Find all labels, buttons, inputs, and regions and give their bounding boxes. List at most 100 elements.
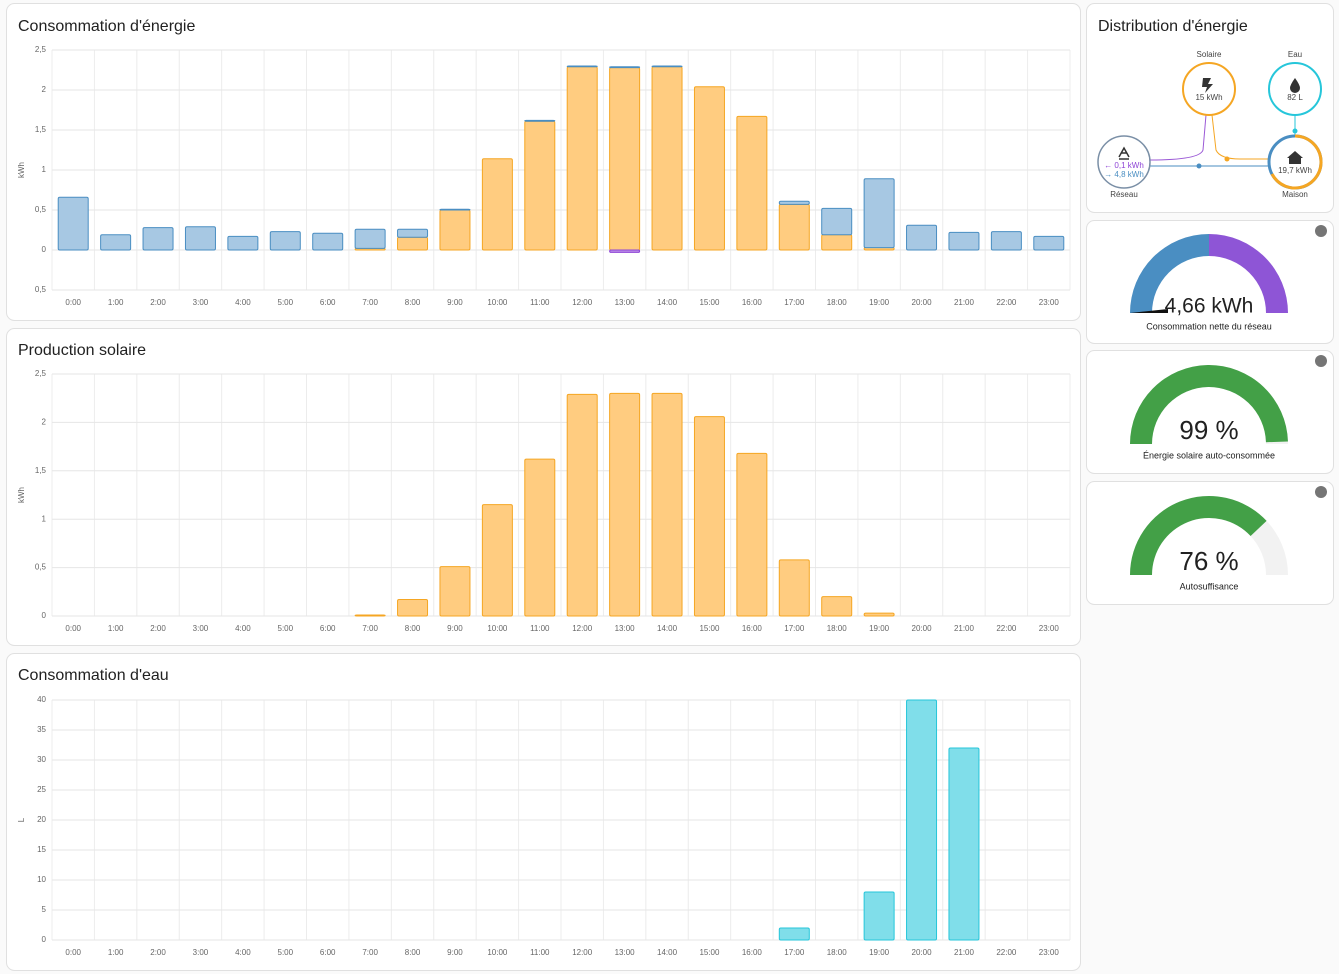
bar (397, 236, 429, 251)
node-grid (1097, 135, 1151, 189)
x-tick-label: 15:00 (699, 298, 720, 307)
x-tick-label: 21:00 (954, 624, 975, 633)
x-tick-label: 3:00 (193, 298, 209, 307)
x-tick-label: 20:00 (912, 624, 933, 633)
x-tick-label: 10:00 (487, 624, 508, 633)
x-tick-label: 0:00 (65, 948, 81, 957)
gauge-value: 4,66 kWh (1165, 295, 1254, 318)
bar (397, 599, 429, 617)
y-axis-label: kWh (17, 487, 26, 503)
x-tick-label: 19:00 (869, 624, 890, 633)
x-tick-label: 16:00 (742, 298, 763, 307)
x-tick-label: 17:00 (784, 948, 805, 957)
card-title: Distribution d'énergie (1098, 18, 1248, 35)
x-tick-label: 18:00 (827, 298, 848, 307)
y-tick-label: 30 (37, 755, 46, 764)
info-icon[interactable] (1315, 355, 1327, 367)
bar (524, 120, 556, 251)
x-tick-label: 3:00 (193, 948, 209, 957)
bar (609, 66, 641, 69)
x-tick-label: 10:00 (487, 298, 508, 307)
x-tick-label: 12:00 (572, 948, 593, 957)
node-value: 19,7 kWh (1278, 166, 1312, 175)
x-tick-label: 5:00 (278, 624, 294, 633)
bar (524, 458, 556, 617)
info-icon[interactable] (1315, 486, 1327, 498)
x-tick-label: 15:00 (699, 624, 720, 633)
bar (609, 249, 641, 253)
x-tick-label: 23:00 (1039, 948, 1060, 957)
x-tick-label: 17:00 (784, 298, 805, 307)
node-label: Réseau (1110, 190, 1138, 199)
y-tick-label: 0 (42, 611, 47, 620)
bar (566, 393, 598, 617)
x-tick-label: 2:00 (150, 624, 166, 633)
x-tick-label: 19:00 (869, 298, 890, 307)
y-tick-label: 2 (42, 85, 47, 94)
y-tick-label: 35 (37, 725, 46, 734)
y-tick-label: 0 (42, 245, 47, 254)
node-value: → 4,8 kWh (1104, 170, 1144, 179)
y-tick-label: 0,5 (35, 285, 47, 294)
bar (269, 231, 301, 251)
bar (736, 452, 768, 617)
node-label: Eau (1288, 50, 1302, 59)
bar (439, 209, 471, 251)
x-tick-label: 6:00 (320, 624, 336, 633)
y-tick-label: 0,5 (35, 205, 47, 214)
gauge-arc (1130, 365, 1288, 444)
x-tick-label: 23:00 (1039, 624, 1060, 633)
x-tick-label: 12:00 (572, 624, 593, 633)
x-tick-label: 6:00 (320, 948, 336, 957)
bar (821, 207, 853, 236)
node-value: 15 kWh (1195, 93, 1222, 102)
bar (354, 614, 386, 617)
bar (524, 119, 556, 122)
bar (566, 65, 598, 68)
y-tick-label: 10 (37, 875, 46, 884)
bar (439, 566, 471, 617)
bar (481, 504, 513, 617)
y-tick-label: 25 (37, 785, 46, 794)
node-value: 82 L (1287, 93, 1303, 102)
x-tick-label: 14:00 (657, 624, 678, 633)
x-tick-label: 13:00 (615, 624, 636, 633)
x-tick-label: 8:00 (405, 948, 421, 957)
x-tick-label: 20:00 (912, 298, 933, 307)
x-tick-label: 16:00 (742, 624, 763, 633)
bar (184, 226, 216, 251)
y-axis-label: kWh (17, 162, 26, 178)
x-tick-label: 22:00 (996, 948, 1017, 957)
bar (863, 891, 895, 941)
x-tick-label: 13:00 (615, 948, 636, 957)
node-label: Solaire (1197, 50, 1222, 59)
info-icon[interactable] (1315, 225, 1327, 237)
card (6, 653, 1081, 971)
x-tick-label: 23:00 (1039, 298, 1060, 307)
x-tick-label: 7:00 (362, 624, 378, 633)
x-tick-label: 15:00 (699, 948, 720, 957)
x-tick-label: 18:00 (827, 948, 848, 957)
bar (354, 228, 386, 249)
bar (990, 231, 1022, 251)
bar (736, 115, 768, 251)
x-tick-label: 13:00 (615, 298, 636, 307)
y-tick-label: 15 (37, 845, 46, 854)
bar (863, 612, 895, 617)
bar (566, 66, 598, 251)
bar (948, 747, 980, 941)
bar (651, 392, 683, 617)
bar (100, 234, 132, 251)
y-tick-label: 1,5 (35, 466, 47, 475)
bar (693, 86, 725, 251)
x-tick-label: 9:00 (447, 624, 463, 633)
x-tick-label: 11:00 (530, 948, 550, 957)
x-tick-label: 2:00 (150, 948, 166, 957)
x-tick-label: 0:00 (65, 298, 81, 307)
bar (778, 559, 810, 617)
flow-line (1211, 114, 1269, 160)
x-tick-label: 8:00 (405, 298, 421, 307)
y-tick-label: 2,5 (35, 45, 47, 54)
x-tick-label: 12:00 (572, 298, 593, 307)
node-value: ← 0,1 kWh (1104, 161, 1144, 170)
